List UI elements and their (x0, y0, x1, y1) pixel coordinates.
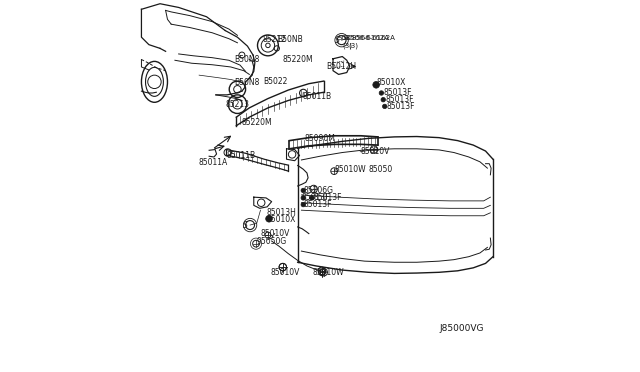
Text: B5022: B5022 (264, 77, 288, 86)
Text: J85000VG: J85000VG (440, 324, 484, 333)
Text: B50NB: B50NB (277, 35, 303, 44)
Text: 85013F: 85013F (301, 193, 330, 202)
Text: S: S (243, 221, 248, 230)
Circle shape (383, 104, 387, 109)
Text: 85220M: 85220M (283, 55, 314, 64)
Text: 85011B: 85011B (227, 151, 255, 160)
Text: 85010W: 85010W (312, 268, 344, 277)
Circle shape (301, 196, 305, 200)
Text: 85010V: 85010V (360, 147, 390, 156)
Text: 85090M: 85090M (305, 134, 335, 143)
Text: B50N8: B50N8 (234, 55, 260, 64)
Text: 85010X: 85010X (266, 215, 296, 224)
Text: 95050G: 95050G (256, 237, 286, 246)
Circle shape (301, 188, 305, 193)
Text: 85013H: 85013H (266, 208, 296, 217)
Text: 85213: 85213 (225, 100, 249, 109)
Circle shape (381, 97, 385, 102)
Text: 85013F: 85013F (385, 95, 413, 104)
Circle shape (266, 215, 273, 222)
Circle shape (379, 91, 383, 95)
Text: 85013F: 85013F (387, 102, 415, 111)
Text: 85011B: 85011B (303, 92, 332, 101)
Text: S: S (335, 36, 340, 45)
Text: 85013F: 85013F (314, 193, 342, 202)
Text: S08566-6162A: S08566-6162A (343, 35, 395, 41)
Text: 85212: 85212 (262, 35, 286, 44)
Text: 85013F: 85013F (303, 200, 332, 209)
Text: 85010V: 85010V (271, 268, 300, 277)
Text: 85013F: 85013F (383, 88, 412, 97)
Circle shape (310, 196, 314, 200)
Text: 85050: 85050 (369, 165, 392, 174)
Text: (3): (3) (342, 42, 353, 49)
Text: 85206G: 85206G (303, 186, 333, 195)
Text: 85010W: 85010W (334, 165, 366, 174)
Text: S08566-6162A: S08566-6162A (338, 35, 390, 41)
Circle shape (301, 202, 305, 207)
Text: 85220M: 85220M (241, 118, 272, 126)
Circle shape (373, 81, 380, 88)
Text: B50N8: B50N8 (234, 78, 260, 87)
Text: B5012H: B5012H (326, 62, 357, 71)
Text: 85011A: 85011A (198, 158, 228, 167)
Text: 85010X: 85010X (376, 78, 406, 87)
Text: (3): (3) (348, 42, 358, 49)
Text: 85010V: 85010V (260, 229, 290, 238)
